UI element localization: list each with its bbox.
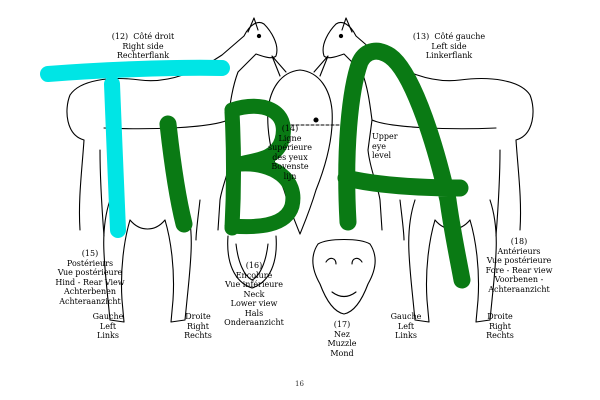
neck-lower-view-outline xyxy=(227,235,277,289)
hind-legs-rear-outline xyxy=(103,199,192,323)
label-upper-eye-level-en: Upper eye level xyxy=(372,132,398,160)
label-hind-right: Droite Right Rechts xyxy=(184,312,212,340)
label-upper-eye-level-fr-nl: (14) Ligne supérieure des yeux Bovenste … xyxy=(268,124,312,181)
label-hind-left: Gauche Left Links xyxy=(92,312,124,340)
overlay-green-a xyxy=(337,42,471,289)
label-fore-rear-view: (18) Antérieurs Vue postérieure Fore - R… xyxy=(485,237,553,294)
overlay-cyan-t-bar xyxy=(40,59,230,82)
label-hind-rear-view: (15) Postérieurs Vue postérieure Hind - … xyxy=(55,249,125,306)
page-number: 16 xyxy=(295,380,304,388)
label-muzzle: (17) Nez Muzzle Mond xyxy=(327,320,357,358)
muzzle-outline xyxy=(312,238,376,315)
overlay-green-i xyxy=(159,115,193,233)
horse-left-side-outline xyxy=(322,21,534,241)
overlay-green-b xyxy=(224,98,301,236)
overlay-cyan-t-stem xyxy=(104,76,126,238)
label-fore-left: Gauche Left Links xyxy=(390,312,422,340)
horse-right-side-outline xyxy=(66,21,278,241)
label-neck-lower-view: (16) Encolure Vue inférieure Neck Lower … xyxy=(224,261,284,327)
label-left-side: (13) Côté gauche Left side Linkerflank xyxy=(412,32,486,60)
label-right-side: (12) Côté droit Right side Rechterflank xyxy=(111,32,175,60)
label-fore-right: Droite Right Rechts xyxy=(486,312,514,340)
